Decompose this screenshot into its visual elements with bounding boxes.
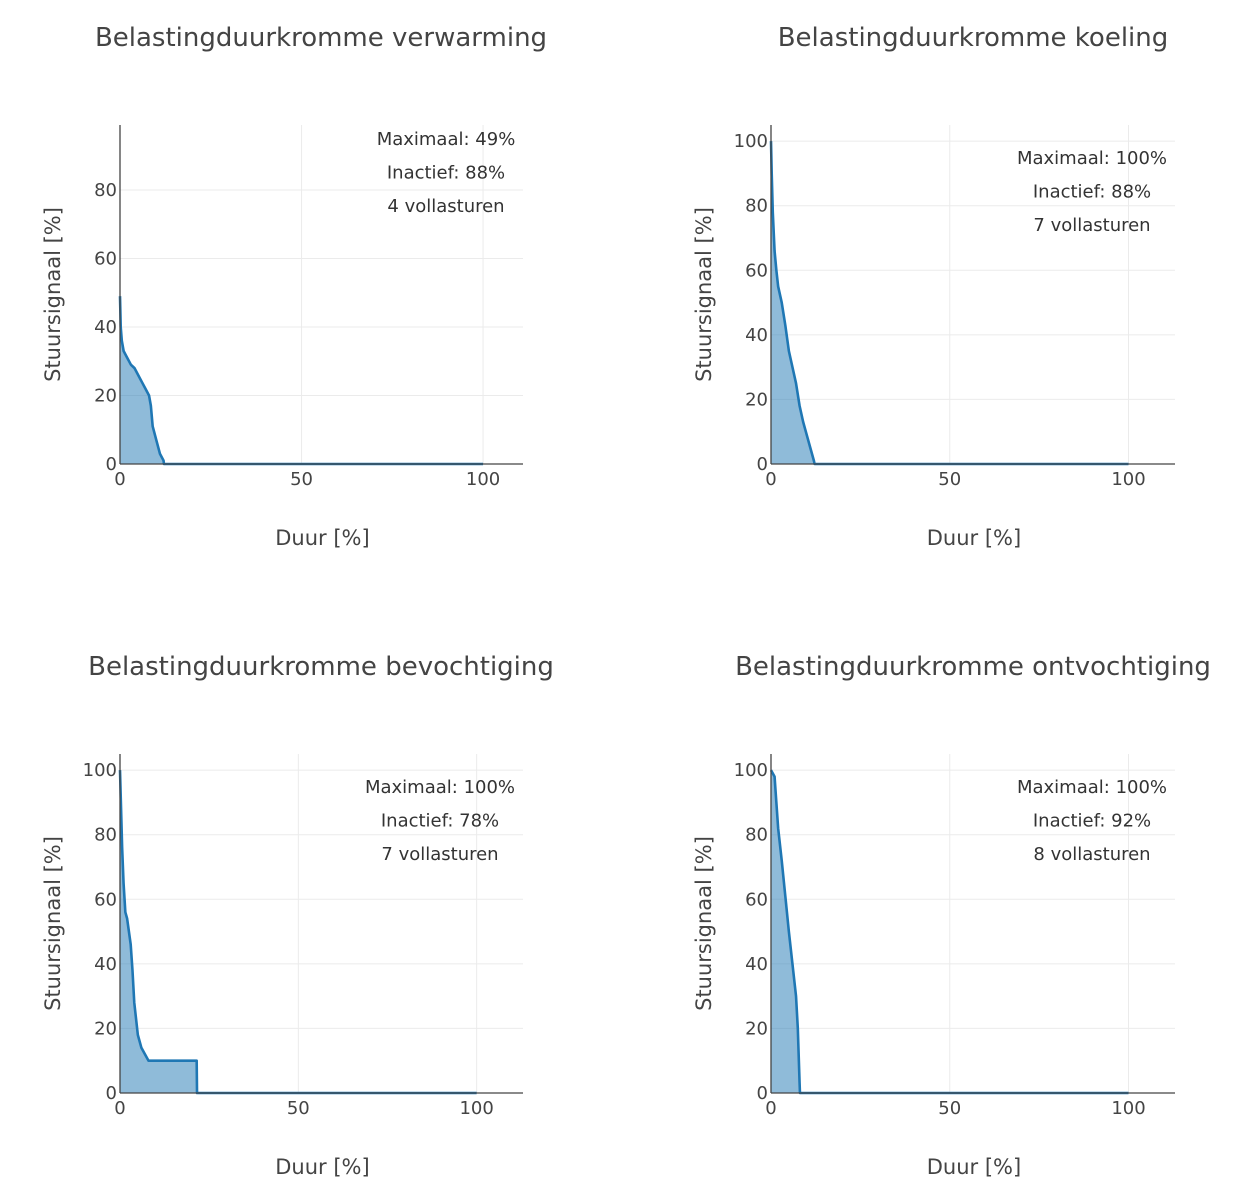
y-tick-label: 100	[734, 131, 768, 152]
y-tick-label: 80	[94, 825, 117, 846]
annotation-3: 7 vollasturen	[381, 844, 498, 865]
y-tick-label: 40	[745, 954, 768, 975]
x-tick-label: 50	[287, 1098, 310, 1119]
x-tick-label: 100	[1111, 469, 1145, 490]
x-tick-label: 100	[1111, 1098, 1145, 1119]
chart-title: Belastingduurkromme koeling	[778, 23, 1169, 53]
y-tick-label: 0	[757, 1083, 768, 1104]
y-axis-title: Stuursignaal [%]	[41, 207, 65, 382]
x-tick-label: 0	[765, 1098, 776, 1119]
annotation-2: Inactief: 88%	[1033, 182, 1151, 203]
y-tick-label: 0	[106, 454, 117, 475]
annotation-2: Inactief: 92%	[1033, 811, 1151, 832]
y-tick-label: 80	[745, 196, 768, 217]
y-tick-label: 20	[745, 1018, 768, 1039]
annotation-2: Inactief: 88%	[387, 163, 505, 184]
x-tick-label: 0	[765, 469, 776, 490]
y-tick-label: 60	[94, 889, 117, 910]
y-tick-label: 0	[106, 1083, 117, 1104]
annotation-1: Maximaal: 100%	[1017, 148, 1167, 169]
y-tick-label: 60	[745, 260, 768, 281]
y-axis-title: Stuursignaal [%]	[692, 207, 716, 382]
annotation-1: Maximaal: 49%	[377, 129, 516, 150]
x-tick-label: 50	[938, 469, 961, 490]
y-tick-label: 0	[757, 454, 768, 475]
x-tick-label: 50	[290, 469, 313, 490]
y-tick-label: 60	[745, 889, 768, 910]
y-tick-label: 80	[745, 825, 768, 846]
y-tick-label: 100	[734, 760, 768, 781]
annotation-2: Inactief: 78%	[381, 811, 499, 832]
y-tick-label: 80	[94, 180, 117, 201]
x-tick-label: 0	[114, 469, 125, 490]
annotation-3: 8 vollasturen	[1033, 844, 1150, 865]
y-tick-label: 40	[94, 954, 117, 975]
x-axis-title: Duur [%]	[275, 1155, 369, 1179]
annotation-1: Maximaal: 100%	[1017, 777, 1167, 798]
y-axis-title: Stuursignaal [%]	[41, 836, 65, 1011]
x-tick-label: 0	[114, 1098, 125, 1119]
annotation-1: Maximaal: 100%	[365, 777, 515, 798]
chart-panel-4: 0 50 100 0 20 40 60 80 100 Belastingduurkromme on…	[692, 652, 1211, 1179]
x-tick-label: 50	[938, 1098, 961, 1119]
y-tick-label: 40	[745, 325, 768, 346]
x-axis-title: Duur [%]	[927, 1155, 1021, 1179]
y-tick-label: 60	[94, 249, 117, 270]
y-tick-label: 40	[94, 317, 117, 338]
x-axis-title: Duur [%]	[927, 526, 1021, 550]
chart-title: Belastingduurkromme ontvochtiging	[735, 652, 1211, 682]
series-area	[120, 296, 484, 464]
chart-title: Belastingduurkromme bevochtiging	[88, 652, 554, 682]
annotation-3: 7 vollasturen	[1033, 215, 1150, 236]
x-axis-title: Duur [%]	[275, 526, 369, 550]
chart-title: Belastingduurkromme verwarming	[95, 23, 547, 53]
y-tick-label: 100	[83, 760, 117, 781]
y-tick-label: 20	[94, 386, 117, 407]
chart-panel-3: 0 50 100 0 20 40 60 80 100 Belastingduurkromme be…	[41, 652, 554, 1179]
chart-panel-2: 0 50 100 0 20 40 60 80 100 Belastingduurkromme ko…	[692, 23, 1175, 550]
y-axis-title: Stuursignaal [%]	[692, 836, 716, 1011]
x-tick-label: 100	[466, 469, 500, 490]
chart-panel-1: 0 50 100 0 20 40 60 80 Belastingduurkromme verwa…	[41, 23, 547, 550]
y-tick-label: 20	[94, 1018, 117, 1039]
x-tick-label: 100	[459, 1098, 493, 1119]
annotation-3: 4 vollasturen	[387, 196, 504, 217]
y-tick-label: 20	[745, 389, 768, 410]
